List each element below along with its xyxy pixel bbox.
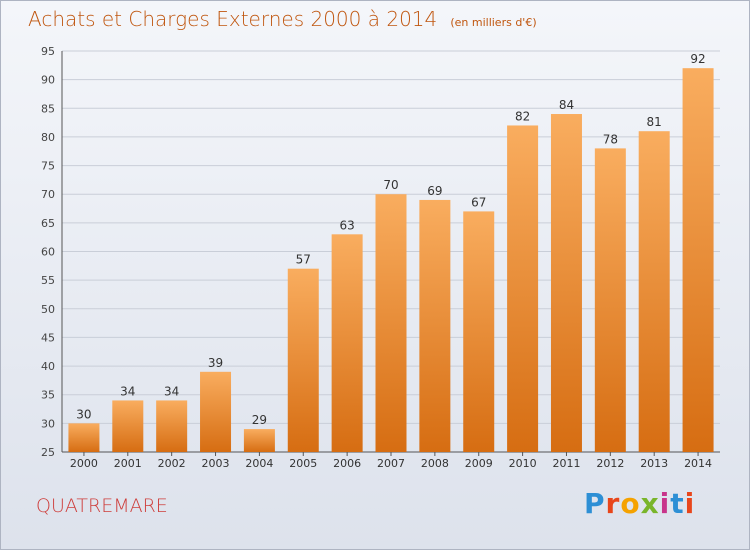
y-tick-label: 80 [41, 131, 55, 144]
data-label: 82 [515, 109, 530, 123]
x-tick-label: 2012 [596, 457, 624, 470]
bar [507, 125, 539, 452]
x-tick-label: 2013 [640, 457, 668, 470]
x-tick-label: 2008 [421, 457, 449, 470]
y-tick-label: 75 [41, 160, 55, 173]
data-label: 69 [427, 184, 442, 198]
x-tick-label: 2000 [70, 457, 98, 470]
x-tick-label: 2014 [684, 457, 712, 470]
x-tick-label: 2003 [202, 457, 230, 470]
x-tick-label: 2005 [289, 457, 317, 470]
proxiti-logo: Proxiti [584, 487, 695, 520]
y-tick-label: 45 [41, 331, 55, 344]
data-label: 63 [339, 218, 354, 232]
x-tick-label: 2006 [333, 457, 361, 470]
bar [682, 68, 714, 452]
x-tick-label: 2002 [158, 457, 186, 470]
data-label: 67 [471, 195, 486, 209]
data-label: 34 [164, 384, 179, 398]
data-label: 39 [208, 356, 223, 370]
bar [331, 234, 363, 452]
bar [156, 400, 188, 452]
bar-layer [68, 68, 714, 452]
bar [550, 114, 582, 452]
x-tick-label: 2009 [465, 457, 493, 470]
bar [200, 371, 232, 452]
logo-letter: t [670, 487, 685, 520]
chart-subtitle: (en milliers d'€) [450, 16, 537, 29]
data-label: 29 [252, 413, 267, 427]
bar [638, 131, 670, 452]
data-label: 78 [603, 132, 618, 146]
x-tick-label: 2011 [552, 457, 580, 470]
y-tick-label: 25 [41, 446, 55, 459]
x-tick-label: 2004 [245, 457, 273, 470]
logo-letter: P [584, 487, 606, 520]
chart-title: Achats et Charges Externes 2000 à 2014 [28, 7, 438, 31]
bar [419, 199, 451, 452]
y-tick-label: 35 [41, 389, 55, 402]
bar [375, 194, 407, 452]
logo-letter: x [640, 487, 660, 520]
y-tick-label: 50 [41, 303, 55, 316]
bar [112, 400, 144, 452]
commune-name: QUATREMARE [36, 495, 168, 517]
x-tick-label: 2001 [114, 457, 142, 470]
y-tick-label: 95 [41, 45, 55, 58]
logo-letter: r [605, 487, 621, 520]
y-tick-label: 70 [41, 188, 55, 201]
y-tick-label: 60 [41, 246, 55, 259]
logo-letter: o [620, 487, 641, 520]
logo-letter: i [659, 487, 671, 520]
bar [243, 429, 275, 452]
data-label-layer: 30 34 34 39 29 57 63 70 69 67 82 84 78 81 92 [76, 52, 705, 427]
data-label: 81 [647, 115, 662, 129]
y-tick-label: 65 [41, 217, 55, 230]
y-tick-label: 90 [41, 74, 55, 87]
y-tick-label: 55 [41, 274, 55, 287]
data-label: 70 [383, 178, 398, 192]
y-tick-label: 40 [41, 360, 55, 373]
y-tick-label: 30 [41, 417, 55, 430]
x-tick-label: 2010 [509, 457, 537, 470]
y-tick-label: 85 [41, 102, 55, 115]
logo-letter: i [684, 487, 696, 520]
data-label: 34 [120, 384, 135, 398]
data-label: 57 [296, 253, 311, 267]
data-label: 92 [690, 52, 705, 66]
bar [287, 268, 319, 452]
bar [594, 148, 626, 452]
data-label: 30 [76, 407, 91, 421]
data-label: 84 [559, 98, 574, 112]
x-tick-label: 2007 [377, 457, 405, 470]
bar [463, 211, 495, 452]
chart-title-block: Achats et Charges Externes 2000 à 2014 (… [28, 7, 537, 31]
bar [68, 423, 100, 452]
